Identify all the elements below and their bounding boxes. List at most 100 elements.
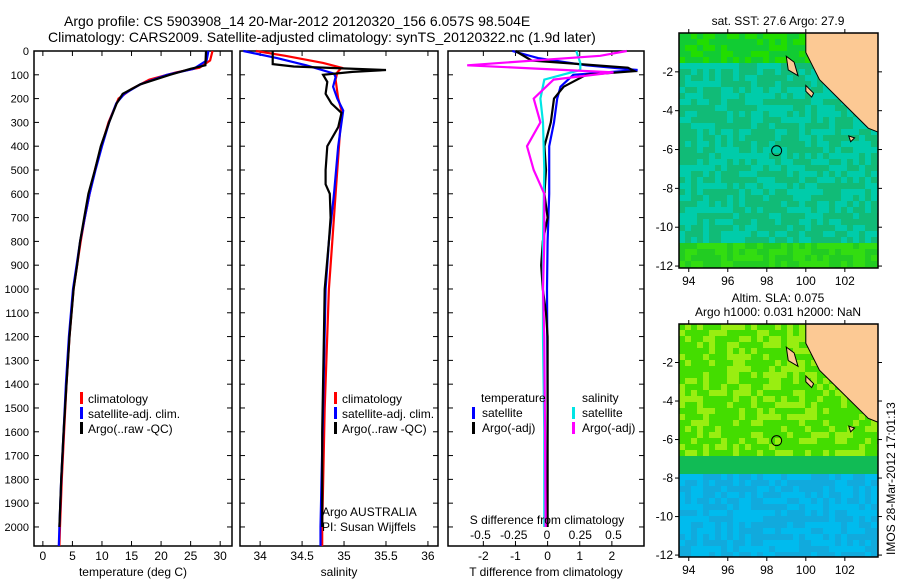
map-cell [733, 249, 739, 255]
map-cell [829, 516, 835, 522]
map-cell [769, 498, 775, 504]
map-cell [739, 396, 745, 402]
map-cell [835, 225, 841, 231]
map-cell [715, 243, 721, 249]
map-cell [859, 450, 865, 456]
map-cell [745, 486, 751, 492]
map-cell [727, 189, 733, 195]
map-cell [787, 243, 793, 249]
map-frame-sst [678, 32, 879, 269]
map-cell [793, 420, 799, 426]
map-cell [715, 414, 721, 420]
map-cell [769, 141, 775, 147]
map-cell [793, 534, 799, 540]
map-cell [775, 243, 781, 249]
map-cell [697, 546, 703, 552]
map-cell [697, 51, 703, 57]
map-cell [835, 243, 841, 249]
map-cell [763, 261, 769, 267]
map-cell [757, 396, 763, 402]
map-cell [805, 504, 811, 510]
map-cell [751, 468, 757, 474]
map-cell [751, 87, 757, 93]
map-cell [709, 414, 715, 420]
map-cell [853, 177, 859, 183]
map-cell [793, 324, 799, 330]
argo-position-marker [771, 145, 783, 157]
map-cell [727, 201, 733, 207]
legend-swatch [572, 422, 575, 434]
map-cell [787, 522, 793, 528]
map-cell [685, 237, 691, 243]
map-cell [721, 69, 727, 75]
map-cell [745, 468, 751, 474]
map-cell [829, 207, 835, 213]
map-cell [781, 366, 787, 372]
map-cell [793, 450, 799, 456]
map-cell [733, 45, 739, 51]
map-cell [709, 255, 715, 261]
map-cell [811, 237, 817, 243]
map-cell [739, 75, 745, 81]
map-cell [793, 402, 799, 408]
map-cell [823, 87, 829, 93]
map-cell [733, 75, 739, 81]
map-cell [709, 408, 715, 414]
map-cell [727, 225, 733, 231]
map-cell [763, 225, 769, 231]
map-cell [721, 396, 727, 402]
map-cell [823, 147, 829, 153]
map-cell [751, 384, 757, 390]
map-cell [721, 165, 727, 171]
map-cell [811, 510, 817, 516]
map-cell [709, 324, 715, 330]
map-cell [745, 462, 751, 468]
map-cell [691, 486, 697, 492]
map-cell [757, 75, 763, 81]
map-cell [853, 165, 859, 171]
map-cell [691, 123, 697, 129]
map-cell [703, 255, 709, 261]
map-cell [799, 390, 805, 396]
map-cell [835, 540, 841, 546]
map-cell [709, 249, 715, 255]
map-cell [769, 552, 775, 557]
map-cell [703, 207, 709, 213]
map-cell [727, 33, 733, 39]
map-cell [721, 153, 727, 159]
map-cell [751, 201, 757, 207]
map-cell [871, 522, 877, 528]
map-cell [757, 171, 763, 177]
map-cell [865, 522, 871, 528]
map-cell [829, 420, 835, 426]
map-cell [871, 516, 877, 522]
map-cell [685, 57, 691, 63]
map-cell [871, 225, 877, 231]
map-cell [703, 504, 709, 510]
map-cell [841, 468, 847, 474]
map-cell [691, 159, 697, 165]
map-cell [835, 528, 841, 534]
map-cell [739, 177, 745, 183]
map-cell [721, 243, 727, 249]
map-cell [853, 462, 859, 468]
map-cell [703, 147, 709, 153]
map-cell [679, 480, 685, 486]
map-cell [751, 444, 757, 450]
map-cell [757, 33, 763, 39]
map-cell [757, 402, 763, 408]
map-cell [799, 330, 805, 336]
map-cell [757, 384, 763, 390]
map-cell [847, 261, 853, 267]
series-line-diff-0 [512, 49, 638, 528]
map-cell [865, 456, 871, 462]
map-cell [793, 237, 799, 243]
map-cell [685, 354, 691, 360]
map-cell [817, 207, 823, 213]
map-cell [745, 342, 751, 348]
map-cell [757, 165, 763, 171]
map-cell [823, 540, 829, 546]
map-cell [727, 135, 733, 141]
map-cell [841, 450, 847, 456]
map-cell [811, 93, 817, 99]
